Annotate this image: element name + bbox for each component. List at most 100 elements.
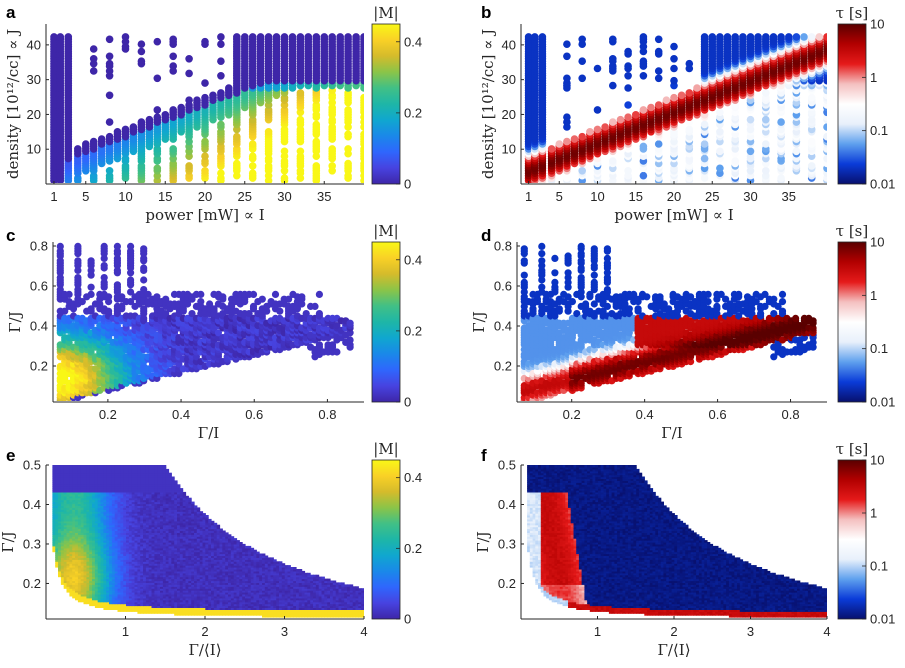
data-point	[217, 89, 225, 97]
data-point	[591, 245, 598, 252]
data-point	[219, 293, 226, 300]
data-point	[333, 348, 340, 355]
data-point	[106, 36, 114, 44]
data-point	[624, 72, 632, 80]
panel-c-plot	[57, 243, 354, 404]
data-point	[578, 57, 586, 65]
data-point	[701, 155, 709, 163]
data-point	[632, 111, 640, 119]
data-point	[731, 33, 739, 41]
data-point	[624, 167, 632, 175]
data-point	[578, 274, 585, 281]
data-point	[655, 101, 663, 109]
panel-d-plot	[521, 243, 817, 404]
data-point	[217, 57, 225, 65]
data-point	[122, 33, 130, 41]
data-point	[297, 89, 305, 97]
data-point	[808, 94, 816, 102]
panel-b-plot	[525, 33, 831, 184]
data-point	[793, 148, 801, 156]
data-point	[74, 274, 81, 281]
data-point	[601, 123, 609, 131]
data-point	[347, 320, 354, 327]
data-point	[777, 118, 785, 126]
data-point	[185, 162, 193, 170]
data-point	[686, 126, 694, 134]
data-point	[249, 140, 257, 148]
data-point	[578, 133, 586, 141]
data-point	[297, 116, 305, 124]
data-point	[201, 79, 209, 87]
data-point	[643, 293, 650, 300]
data-point	[793, 33, 801, 41]
data-point	[609, 82, 617, 90]
data-point	[313, 162, 321, 170]
data-point	[122, 126, 130, 134]
data-point	[538, 284, 545, 291]
data-point	[90, 67, 98, 75]
data-point	[88, 284, 95, 291]
data-point	[762, 116, 770, 124]
data-point	[578, 75, 586, 83]
data-point	[138, 118, 146, 126]
data-point	[747, 33, 755, 41]
data-point	[90, 55, 98, 63]
data-point	[640, 143, 648, 151]
data-point	[201, 94, 209, 102]
data-point	[217, 169, 225, 177]
data-point	[259, 296, 266, 303]
data-point	[209, 92, 217, 100]
data-point	[578, 167, 586, 175]
data-point	[249, 162, 257, 170]
data-point	[604, 255, 611, 262]
data-point	[604, 303, 611, 310]
data-point	[305, 33, 313, 41]
data-point	[273, 33, 281, 41]
data-point	[316, 291, 323, 298]
data-point	[663, 96, 671, 104]
data-point	[647, 104, 655, 112]
data-point	[106, 53, 114, 61]
data-point	[655, 75, 663, 83]
data-point	[328, 162, 336, 170]
data-point	[105, 293, 112, 300]
data-point	[360, 94, 368, 102]
data-point	[140, 245, 147, 252]
data-point	[241, 33, 249, 41]
data-point	[563, 138, 571, 146]
data-point	[74, 145, 82, 153]
data-point	[106, 133, 114, 141]
data-point	[101, 243, 108, 250]
data-point	[701, 121, 709, 129]
data-point	[101, 274, 108, 281]
data-point	[297, 33, 305, 41]
data-point	[713, 303, 720, 310]
data-point	[138, 40, 146, 48]
data-point	[538, 243, 545, 250]
data-point	[146, 116, 154, 124]
data-point	[548, 145, 556, 153]
data-point	[670, 43, 678, 51]
data-point	[762, 89, 770, 97]
data-point	[130, 123, 138, 131]
data-point	[582, 300, 589, 307]
data-point	[670, 55, 678, 63]
data-point	[626, 305, 633, 312]
data-point	[225, 84, 233, 92]
data-point	[724, 33, 732, 41]
data-point	[140, 264, 147, 271]
data-point	[716, 109, 724, 117]
data-point	[640, 106, 648, 114]
data-point	[640, 72, 648, 80]
data-point	[709, 33, 717, 41]
data-point	[747, 148, 755, 156]
data-point	[193, 96, 201, 104]
data-point	[169, 62, 177, 70]
data-point	[762, 167, 770, 175]
data-point	[201, 38, 209, 46]
data-point	[313, 121, 321, 129]
data-point	[521, 279, 528, 286]
data-point	[591, 279, 598, 286]
data-point	[106, 167, 114, 175]
data-point	[66, 291, 73, 298]
